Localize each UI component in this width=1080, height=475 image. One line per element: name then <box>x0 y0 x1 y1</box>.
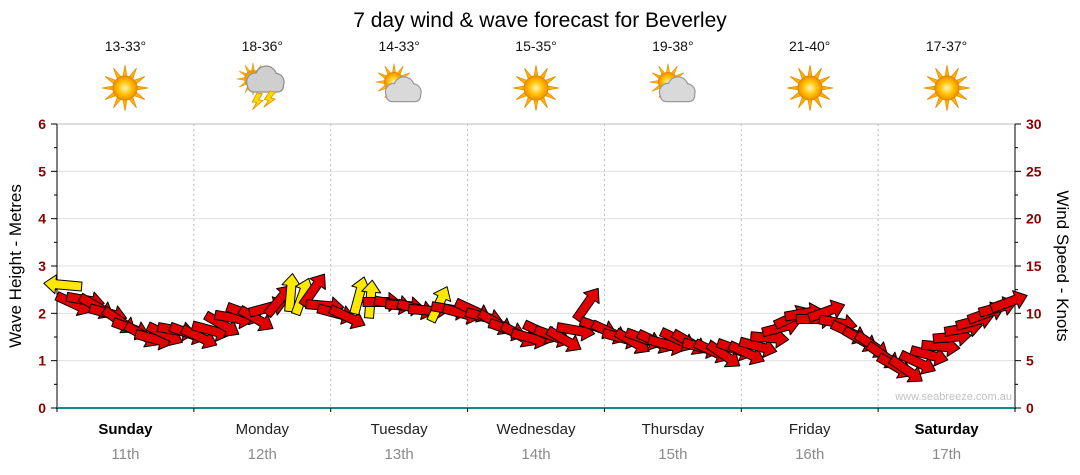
day-weather-icon <box>921 62 973 114</box>
day-weather-icon <box>784 62 836 114</box>
wind-arrow <box>888 355 923 383</box>
wind-arrow <box>806 299 846 323</box>
wind-arrow <box>545 325 582 353</box>
watermark: www.seabreeze.com.au <box>895 391 1012 403</box>
wind-arrow <box>898 349 936 375</box>
day-weather-icon <box>647 62 699 114</box>
page-title: 7 day wind & wave forecast for Beverley <box>353 9 727 32</box>
day-name-label: Monday <box>235 421 289 438</box>
day-name-label: Friday <box>788 421 831 438</box>
wind-arrow <box>727 340 765 366</box>
day-name-label: Tuesday <box>370 421 428 438</box>
storm-icon <box>237 62 285 110</box>
day-date-label: 11th <box>111 446 140 463</box>
left-axis-tick-label: 1 <box>38 353 46 369</box>
wind-arrow <box>705 339 741 368</box>
sunny-icon <box>786 64 833 112</box>
left-axis-tick-label: 0 <box>38 400 46 416</box>
day-date-label: 12th <box>247 446 277 463</box>
wind-arrow <box>179 324 218 350</box>
day-weather-icon <box>99 62 151 114</box>
sunny-icon <box>102 64 149 112</box>
right-axis-tick-label: 30 <box>1026 116 1042 132</box>
day-weather-icon <box>236 62 288 114</box>
right-axis-tick-label: 15 <box>1026 258 1042 274</box>
day-temp-range: 15-35° <box>515 38 557 54</box>
left-axis-tick-label: 3 <box>38 258 46 274</box>
day-temp-range: 13-33° <box>104 38 147 54</box>
sunny-icon <box>923 64 970 112</box>
wind-arrow <box>237 305 274 332</box>
wind-arrow <box>349 276 371 316</box>
left-axis-tick-label: 4 <box>38 211 46 227</box>
sunny-icon <box>512 64 560 112</box>
wind-arrow <box>43 274 83 295</box>
day-temp-range: 19-38° <box>652 38 694 54</box>
day-name-label: Thursday <box>641 421 705 438</box>
right-axis-tick-label: 5 <box>1026 353 1034 369</box>
day-weather-icon <box>373 62 425 114</box>
day-temp-range: 21-40° <box>789 38 831 54</box>
left-axis-tick-label: 6 <box>38 116 46 132</box>
right-axis-tick-label: 0 <box>1026 400 1034 416</box>
wind-arrow <box>203 310 240 337</box>
wind-arrow <box>989 290 1028 314</box>
day-name-label: Wednesday <box>496 421 576 438</box>
day-temp-range: 18-36° <box>241 38 283 54</box>
partly-cloudy-icon <box>375 63 422 103</box>
day-weather-icon <box>510 62 562 114</box>
partly-cloudy-icon <box>649 63 696 103</box>
day-date-label: 17th <box>931 446 962 463</box>
day-name-label: Sunday <box>98 421 153 438</box>
day-date-label: 13th <box>384 446 414 463</box>
right-axis-tick-label: 25 <box>1026 163 1042 179</box>
day-temp-range: 17-37° <box>925 38 968 54</box>
right-axis-tick-label: 10 <box>1026 305 1042 321</box>
left-axis-tick-label: 5 <box>38 163 46 179</box>
left-axis-tick-label: 2 <box>38 305 46 321</box>
day-temp-range: 14-33° <box>378 38 420 54</box>
day-date-label: 16th <box>795 446 825 463</box>
right-axis-tick-label: 20 <box>1026 211 1042 227</box>
day-date-label: 15th <box>658 446 688 463</box>
wind-arrow <box>328 304 366 330</box>
day-name-label: Saturday <box>914 421 979 438</box>
day-date-label: 14th <box>521 446 551 463</box>
